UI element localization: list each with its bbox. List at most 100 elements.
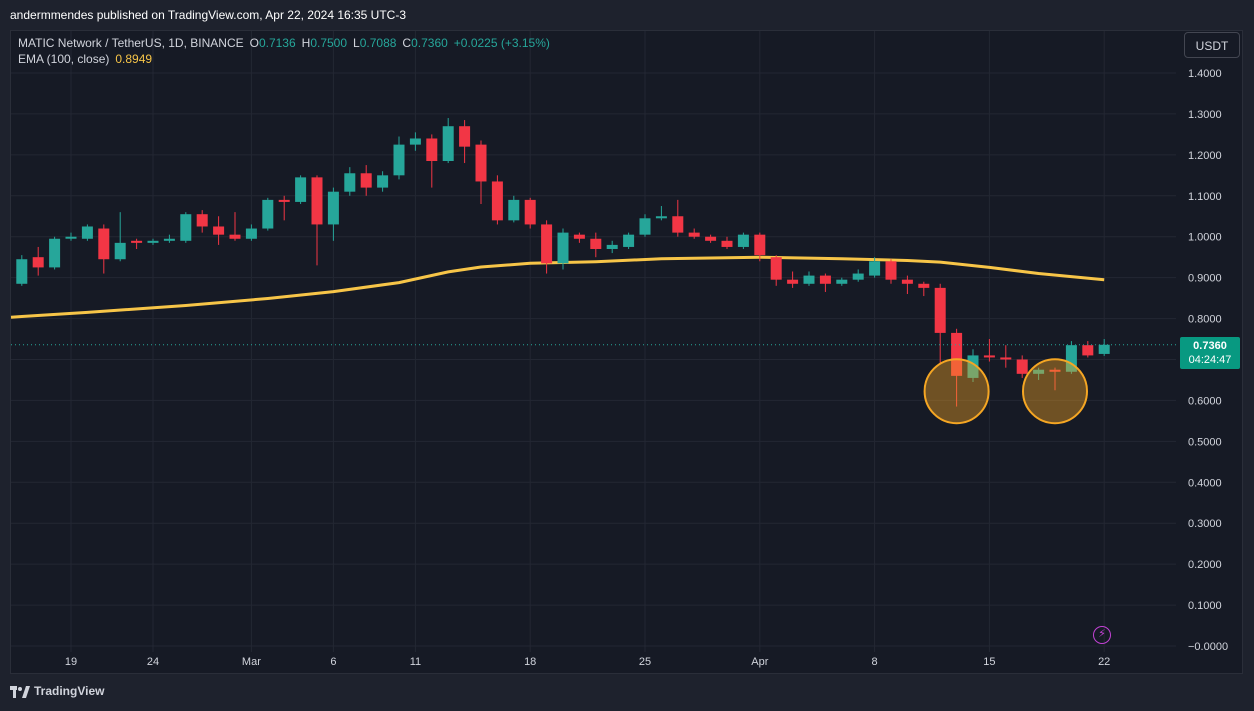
candle-body-down <box>983 355 995 358</box>
candle-body-up <box>377 175 389 188</box>
candles <box>16 118 1110 407</box>
candle-body-down <box>1000 357 1012 360</box>
candle-body-down <box>705 236 717 241</box>
candle-body-down <box>934 287 946 333</box>
y-tick-label: 1.2000 <box>1188 150 1222 162</box>
x-tick-label: 11 <box>410 656 421 668</box>
candle-body-up <box>803 275 815 284</box>
x-tick-label: Apr <box>751 656 768 668</box>
y-tick-label: 0.8000 <box>1188 314 1222 326</box>
top-bar: andermmendes published on TradingView.co… <box>0 0 1254 30</box>
candle-body-down <box>901 279 913 284</box>
candle-body-down <box>754 234 766 256</box>
candle-body-down <box>721 240 733 247</box>
candle-body-up <box>147 240 159 243</box>
x-tick-label: 19 <box>65 656 77 668</box>
x-tick-label: 24 <box>147 656 159 668</box>
candle-body-down <box>32 257 44 268</box>
x-tick-label: 22 <box>1098 656 1110 668</box>
x-tick-label: 25 <box>639 656 651 668</box>
last-price-value: 0.7360 <box>1193 340 1227 352</box>
candle-body-down <box>918 283 930 288</box>
candle-body-down <box>951 332 963 376</box>
close-label: C <box>402 36 412 50</box>
y-tick-label: 0.9000 <box>1188 273 1222 285</box>
chart-frame[interactable] <box>10 30 1243 674</box>
candle-body-down <box>590 238 602 249</box>
footer: TradingView <box>10 684 104 698</box>
y-tick-label: 0.4000 <box>1188 477 1222 489</box>
x-tick-label: 18 <box>524 656 536 668</box>
candle-body-down <box>426 138 438 161</box>
candle-body-up <box>852 273 864 280</box>
chart-grid <box>11 31 1176 652</box>
x-axis-labels: 19 24 Mar 6 11 18 25 Apr 8 15 22 <box>65 656 1110 668</box>
candle-body-down <box>541 224 553 264</box>
candle-body-up <box>262 199 274 229</box>
ema-value: 0.8949 <box>115 52 153 66</box>
candle-body-up <box>557 232 569 264</box>
x-tick-label: Mar <box>242 656 261 668</box>
candle-body-down <box>885 261 897 280</box>
candle-body-up <box>16 259 28 284</box>
candle-body-up <box>114 242 126 260</box>
close-value: 0.7360 <box>411 36 448 50</box>
candle-body-up <box>49 238 61 268</box>
candle-body-up <box>65 236 77 239</box>
candle-body-up <box>327 191 339 225</box>
candle-body-down <box>459 126 471 147</box>
candle-body-down <box>819 275 831 284</box>
y-tick-label: 1.1000 <box>1188 191 1222 203</box>
candle-body-up <box>1098 344 1110 354</box>
candle-body-down <box>229 234 241 239</box>
candle-body-down <box>1016 359 1028 374</box>
open-label: O <box>249 36 259 50</box>
candle-body-up <box>508 199 520 221</box>
candle-body-down <box>491 181 503 221</box>
low-label: L <box>353 36 360 50</box>
ema-series-line <box>10 255 1105 319</box>
candle-body-up <box>180 214 192 241</box>
candle-body-up <box>163 238 175 241</box>
symbol-row: MATIC Network / TetherUS, 1D, BINANCE O 0.… <box>18 35 550 51</box>
currency-button[interactable]: USDT <box>1184 32 1240 58</box>
candle-body-up <box>81 226 93 239</box>
candle-body-down <box>770 257 782 280</box>
candle-body-up <box>393 144 405 176</box>
candle-body-down <box>1049 369 1061 372</box>
highlight-circles <box>923 358 1088 425</box>
x-tick-label: 6 <box>330 656 336 668</box>
y-tick-label: −0.0000 <box>1188 641 1228 653</box>
y-tick-label: 0.5000 <box>1188 436 1222 448</box>
symbol-title: MATIC Network / TetherUS, 1D, BINANCE <box>18 36 244 50</box>
candle-body-up <box>836 279 848 284</box>
candle-body-up <box>409 138 421 145</box>
last-price-tag: 0.7360 04:24:47 <box>1180 337 1240 369</box>
candle-body-up <box>606 244 618 249</box>
y-tick-label: 0.2000 <box>1188 559 1222 571</box>
published-caption: andermmendes published on TradingView.co… <box>10 8 407 22</box>
candle-body-up <box>623 234 635 247</box>
candle-body-down <box>475 144 487 182</box>
change-value: +0.0225 (+3.15%) <box>453 36 550 50</box>
candle-body-up <box>1033 369 1045 374</box>
candle-body-down <box>360 173 372 188</box>
candle-body-up <box>245 228 257 239</box>
candle-body-up <box>737 234 749 247</box>
candle-body-down <box>98 228 110 260</box>
y-tick-label: 0.1000 <box>1188 600 1222 612</box>
y-tick-label: 1.0000 <box>1188 232 1222 244</box>
candle-body-up <box>442 126 454 161</box>
candle-body-up <box>639 218 651 235</box>
y-tick-label: 0.3000 <box>1188 518 1222 530</box>
candle-body-up <box>655 216 667 219</box>
lightning-icon[interactable]: ⚡︎ <box>1093 626 1111 644</box>
high-value: 0.7500 <box>310 36 348 50</box>
chart-legend: MATIC Network / TetherUS, 1D, BINANCE O 0.… <box>18 35 550 67</box>
y-tick-label: 0.6000 <box>1188 395 1222 407</box>
x-tick-label: 15 <box>983 656 995 668</box>
candle-body-up <box>869 261 881 276</box>
candle-body-down <box>278 199 290 202</box>
bar-countdown: 04:24:47 <box>1188 354 1232 366</box>
